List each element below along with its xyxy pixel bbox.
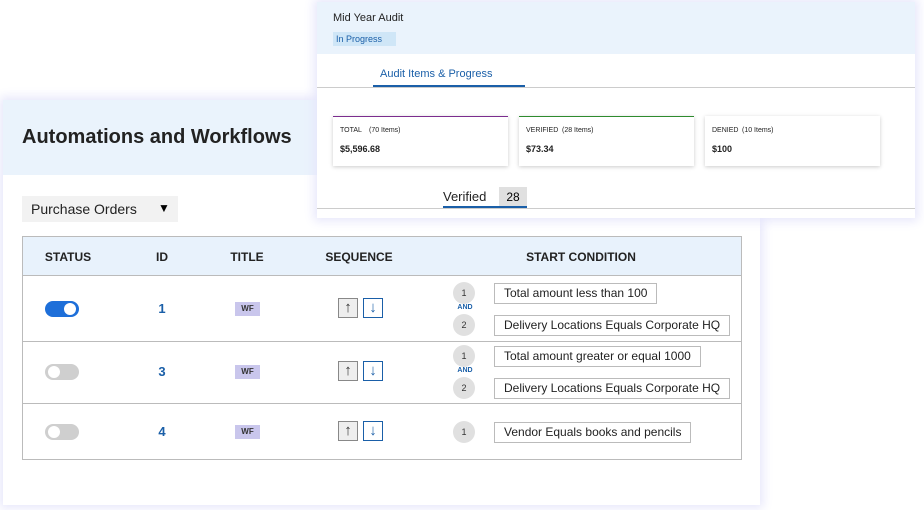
tab-underline [373,85,525,87]
condition-step: 1 [453,345,475,367]
column-header: STATUS [44,250,92,264]
tab[interactable]: Audit Items & Progress [380,68,493,80]
card-amount: $5,596.68 [340,144,381,154]
column-header: SEQUENCE [325,250,393,264]
row-divider [23,403,741,404]
card-amount: $100 [712,144,733,154]
condition: Total amount less than 100 [494,282,658,304]
summary-card: VERIFIED (28 Items) $73.34 [519,116,694,166]
subtab-underline [443,206,527,208]
condition-step: 1 [453,281,475,304]
audit-panel: Mid Year Audit In Progress Audit Items &… [317,2,915,218]
card-label: TOTAL [340,127,362,134]
column-header: TITLE [230,250,264,264]
card-label: VERIFIED [526,127,559,134]
row-id[interactable]: 3 [158,364,166,379]
move-down[interactable]: ↓ [363,421,383,441]
condition: Delivery Locations Equals Corporate HQ [494,314,731,336]
move-down[interactable]: ↓ [363,297,383,318]
connector: AND [457,303,473,311]
column-header: ID [156,250,168,264]
condition: Delivery Locations Equals Corporate HQ [494,378,731,399]
move-up[interactable]: ↑ [338,361,358,381]
move-down[interactable]: ↓ [363,361,383,381]
row-id[interactable]: 4 [158,424,166,439]
summary-card: TOTAL (70 Items) $5,596.68 [333,116,508,166]
dropdown-label: Purchase Orders [31,201,137,217]
move-up[interactable]: ↑ [338,421,358,441]
audit-header [317,2,915,54]
toggle-knob [48,366,60,378]
subtab-label[interactable]: Verified [443,189,487,204]
condition-step: 2 [453,313,475,336]
condition-step: 1 [453,421,475,443]
toggle[interactable] [45,424,79,440]
subtab-divider [317,208,915,209]
table-header [23,237,741,276]
toggle[interactable] [45,300,79,317]
status-badge: In Progress [333,32,396,46]
tab-divider [317,87,915,88]
toggle[interactable] [45,364,79,380]
move-up[interactable]: ↑ [338,297,358,318]
row-id[interactable]: 1 [158,300,166,316]
dropdown[interactable]: Purchase Orders ▼ [22,196,178,222]
card-count: (70 Items) [369,127,401,134]
condition-step: 2 [453,377,475,399]
card-amount: $73.34 [526,144,554,154]
column-header: START CONDITION [526,250,636,264]
card-count: (10 Items) [742,127,774,134]
dropdown-caret: ▼ [158,201,170,215]
title-badge: WF [235,301,260,316]
title-badge: WF [235,425,260,439]
card-label: DENIED [712,127,739,134]
audit-title: Mid Year Audit [333,12,404,24]
title-badge: WF [235,365,260,379]
subtab-count: 28 [499,187,527,207]
panel-title: Automations and Workflows [22,126,292,148]
connector: AND [457,367,473,374]
table: STATUS ID TITLE SEQUENCE START CONDITION 1 WF ↑… [22,236,742,460]
toggle-knob [48,426,60,438]
summary-card: DENIED (10 Items) $100 [705,116,880,166]
toggle-knob [64,302,76,315]
row-divider [23,341,741,342]
card-count: (28 Items) [562,127,594,134]
condition: Vendor Equals books and pencils [494,422,692,443]
condition: Total amount greater or equal 1000 [494,346,701,367]
